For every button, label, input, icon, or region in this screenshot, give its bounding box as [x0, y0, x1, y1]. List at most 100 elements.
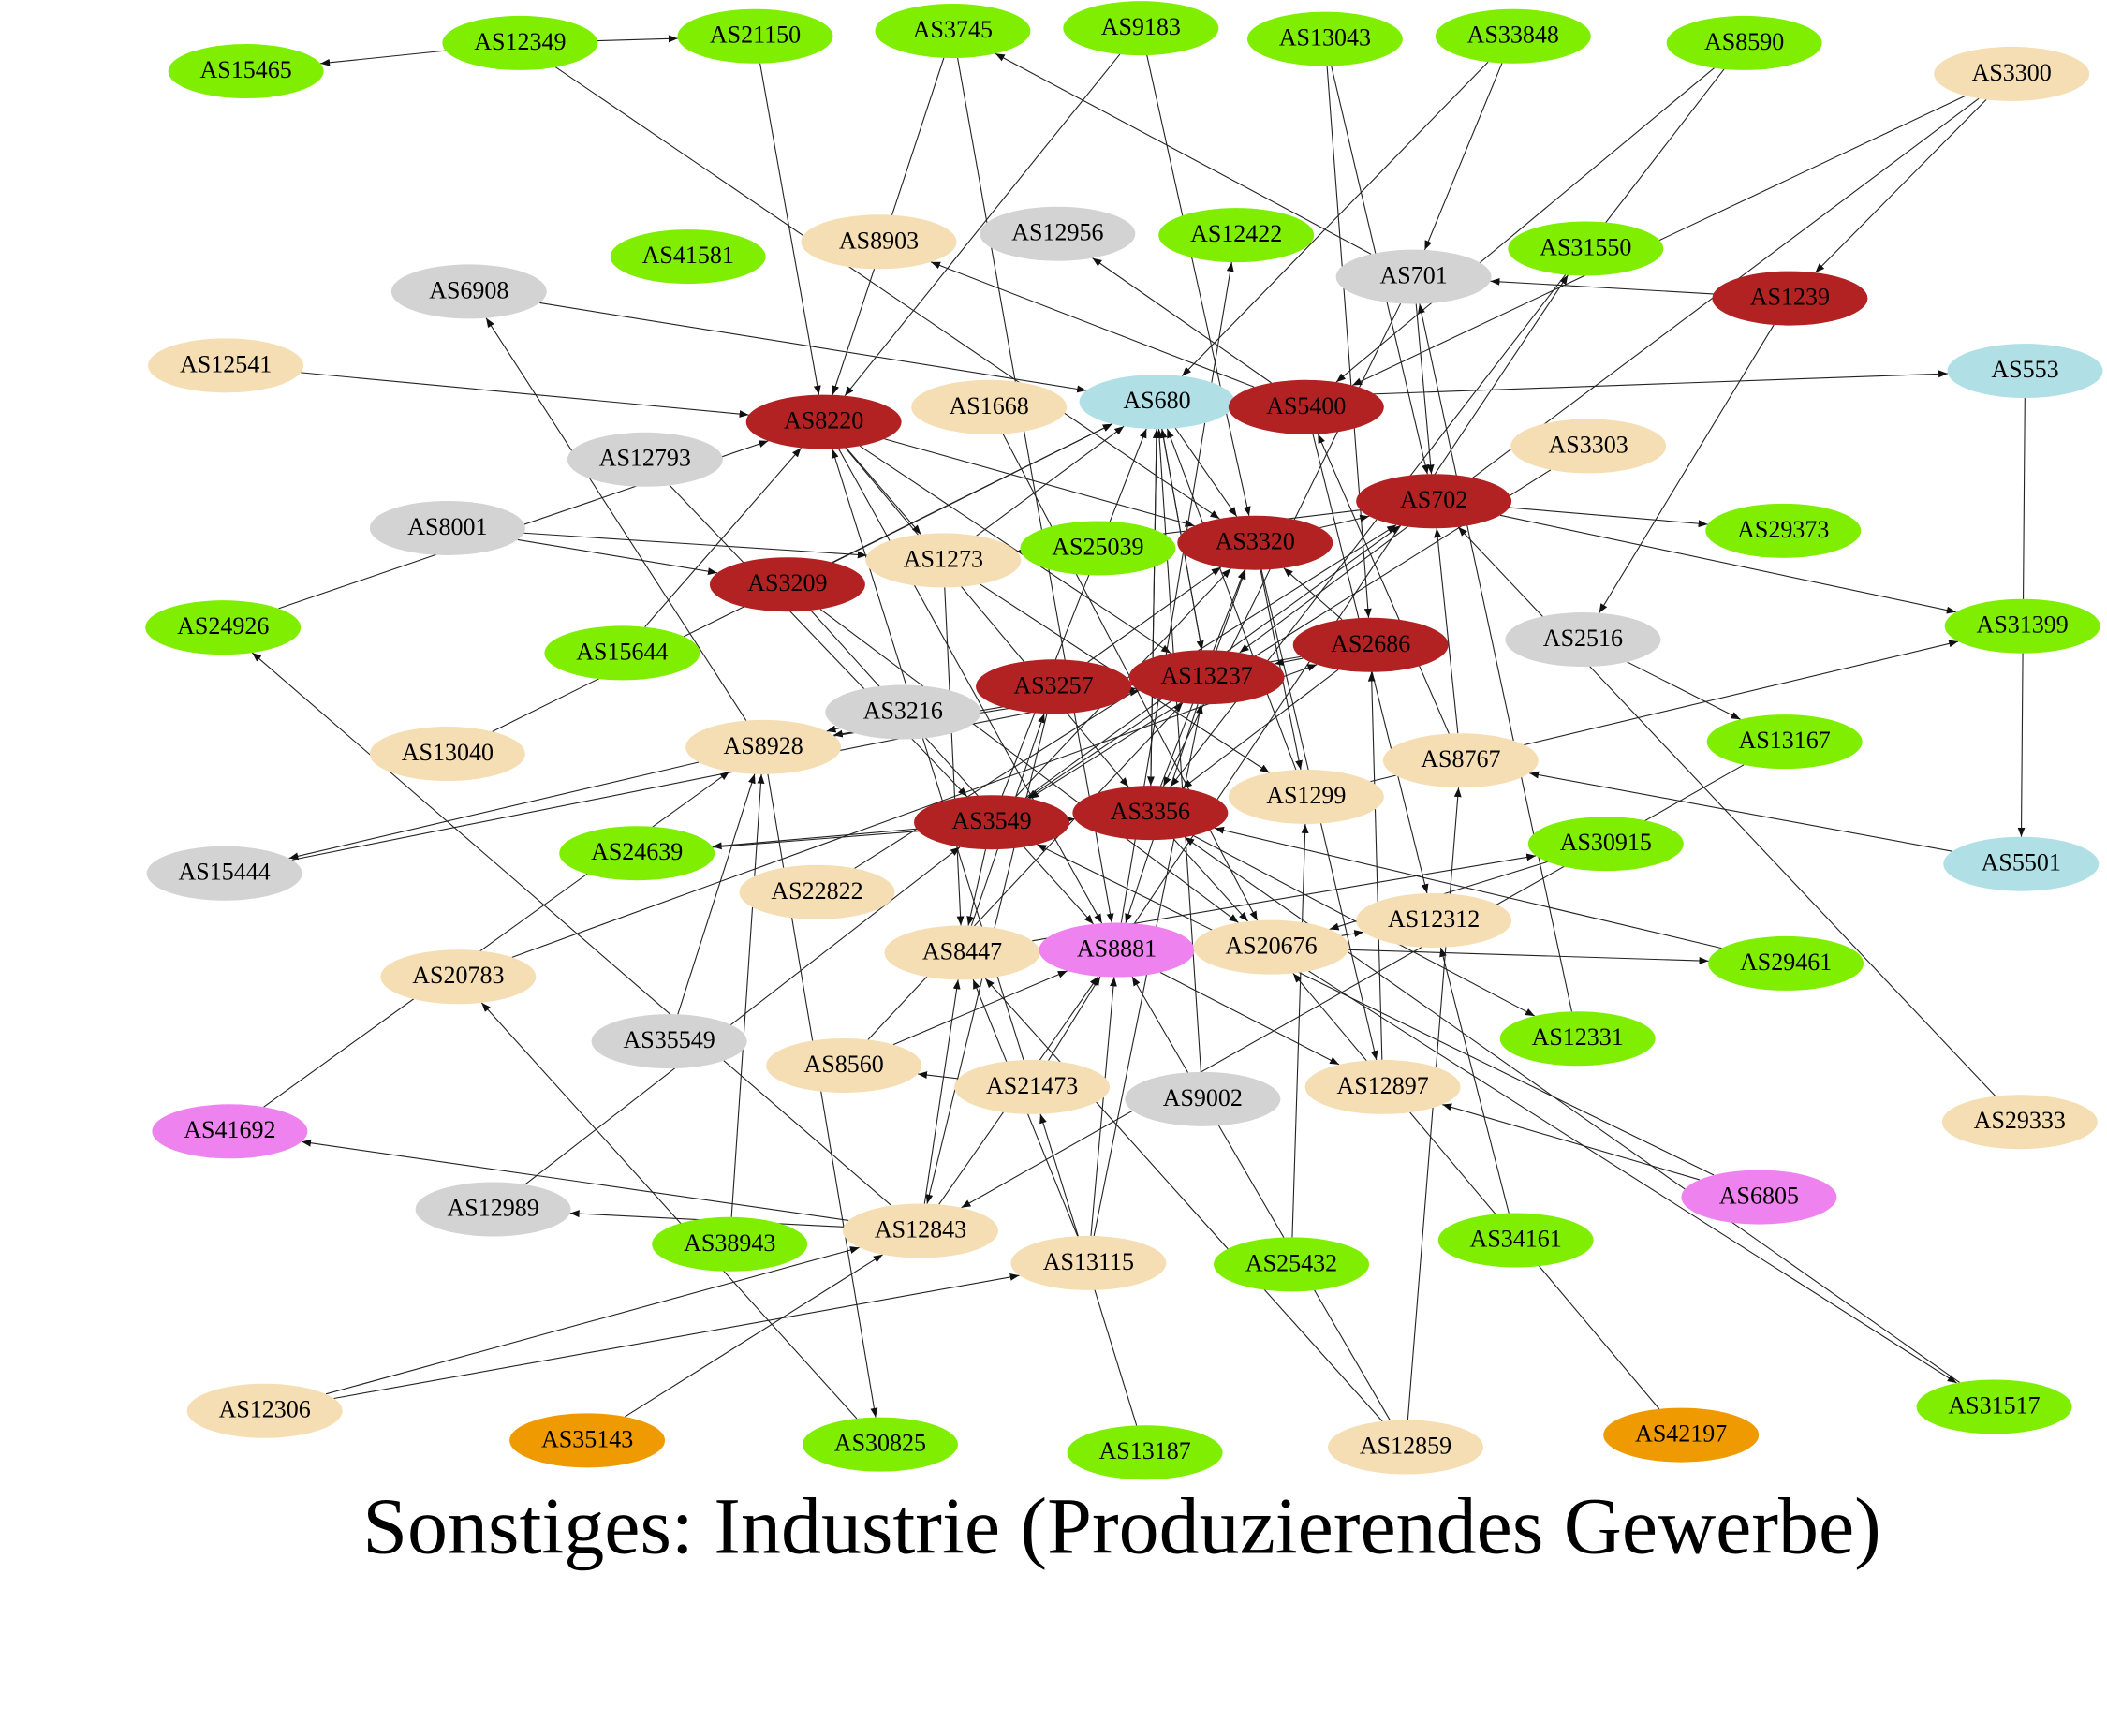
node — [152, 1104, 308, 1159]
edge — [846, 447, 921, 535]
edge — [1348, 949, 1709, 964]
node-label: AS34161 — [1470, 1225, 1562, 1252]
node-label: AS8001 — [407, 513, 487, 540]
edge — [1216, 569, 1246, 651]
node-label: AS29373 — [1737, 516, 1829, 543]
node — [369, 727, 525, 782]
edge — [1335, 67, 1715, 383]
edge — [1026, 700, 1171, 799]
node — [567, 432, 723, 487]
node-label: AS21150 — [710, 22, 801, 49]
node — [1072, 786, 1229, 841]
node — [390, 264, 547, 319]
edge — [1182, 669, 1339, 789]
node — [1705, 503, 1862, 558]
edge — [1490, 277, 1714, 295]
node-label: AS25039 — [1052, 533, 1143, 560]
node-label: AS13167 — [1739, 727, 1831, 754]
edge — [923, 979, 961, 1204]
node — [976, 659, 1132, 714]
node — [1934, 46, 2090, 101]
edge — [554, 66, 1220, 520]
node — [544, 625, 700, 681]
node-label: AS5501 — [1982, 849, 2061, 876]
node — [1706, 714, 1863, 770]
node-label: AS12793 — [599, 445, 691, 472]
node-label: AS13115 — [1043, 1248, 1134, 1275]
edge — [1274, 657, 1304, 666]
node — [1508, 221, 1664, 276]
edge — [1048, 976, 1101, 1061]
node-label: AS22822 — [771, 877, 862, 905]
edge — [1159, 972, 1340, 1066]
edge — [302, 1139, 849, 1221]
edge — [930, 261, 1255, 388]
node-label: AS12956 — [1011, 219, 1103, 246]
nodes: AS15465 AS12349 AS21150 AS3745 AS9183 AS13043… — [145, 1, 2103, 1480]
node-label: AS13187 — [1098, 1437, 1190, 1464]
node — [1356, 892, 1512, 948]
node-label: AS13237 — [1161, 662, 1253, 689]
edge — [1599, 324, 1775, 613]
node — [1681, 1170, 1837, 1225]
node-label: AS24926 — [177, 612, 269, 640]
edge — [1317, 434, 1450, 734]
edge — [597, 35, 678, 43]
edge — [1627, 661, 1741, 720]
node-label: AS13040 — [402, 739, 494, 766]
edge — [712, 828, 917, 850]
edge — [884, 438, 1195, 527]
node-label: AS12843 — [875, 1215, 966, 1243]
node-label: AS9002 — [1163, 1084, 1243, 1111]
edge — [1509, 507, 1708, 528]
node — [801, 214, 957, 270]
node-label: AS25432 — [1245, 1249, 1337, 1276]
edge — [810, 610, 1094, 925]
node — [1941, 1095, 2098, 1150]
node — [146, 846, 302, 901]
node — [1020, 521, 1176, 576]
node — [1010, 1235, 1167, 1290]
node-label: AS3745 — [913, 16, 993, 43]
edge — [1415, 303, 1435, 475]
node — [766, 1037, 922, 1093]
node-label: AS8220 — [784, 407, 863, 434]
node-label: AS1273 — [904, 545, 983, 572]
node-label: AS41692 — [184, 1116, 275, 1143]
node-label: AS6805 — [1719, 1183, 1799, 1210]
node — [148, 338, 304, 393]
edge — [1529, 771, 1952, 852]
node — [1128, 650, 1285, 705]
node — [1246, 11, 1403, 66]
node-label: AS3549 — [951, 807, 1031, 834]
node-label: AS8903 — [839, 227, 919, 254]
node-label: AS42197 — [1635, 1420, 1727, 1448]
node — [875, 4, 1031, 59]
edge — [1457, 526, 1996, 1097]
node — [1944, 598, 2100, 654]
node-label: AS3216 — [863, 698, 943, 725]
node-label: AS30825 — [834, 1430, 926, 1457]
edge — [1172, 838, 1249, 922]
edge — [511, 664, 1318, 958]
edge — [1239, 97, 1980, 654]
node — [1039, 922, 1195, 978]
node — [1328, 1420, 1484, 1475]
node — [709, 557, 865, 612]
node-label: AS9183 — [1101, 13, 1181, 40]
node — [884, 925, 1040, 980]
edge — [251, 652, 892, 1206]
edge — [333, 1273, 1020, 1400]
edge — [832, 423, 1112, 564]
node — [842, 1203, 998, 1258]
node — [168, 44, 324, 99]
edge — [485, 317, 747, 721]
node-label: AS12897 — [1336, 1072, 1428, 1099]
node — [1943, 836, 2100, 891]
edge — [320, 50, 446, 66]
node — [1527, 817, 1684, 872]
node — [980, 206, 1136, 261]
edge — [892, 970, 1068, 1046]
node-label: AS41581 — [642, 242, 734, 269]
node — [1356, 474, 1512, 529]
